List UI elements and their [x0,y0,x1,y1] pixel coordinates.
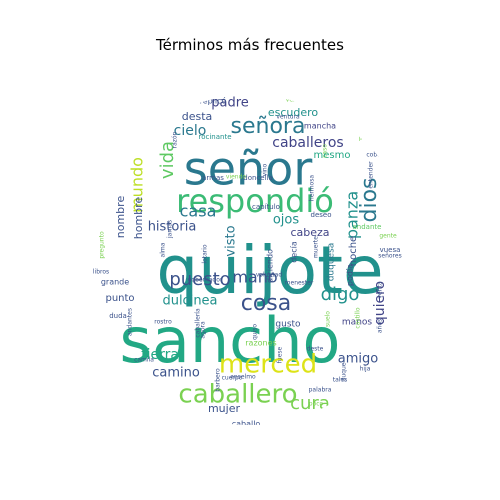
word-34: mesmo [314,150,351,161]
word-38: gusto [275,320,301,330]
word-6: señora [231,114,306,139]
word-16: cura [290,393,330,414]
word-82: fuese [277,346,284,363]
word-33: escudero [268,106,319,119]
word-5: caballero [178,380,297,410]
word-55: libros [93,269,109,276]
word-76: rostro [154,319,172,326]
word-73: años [377,319,384,333]
word-37: manos [342,318,372,328]
word-18: caballeros [272,135,343,151]
word-66: viendo [226,174,247,181]
word-94: duque [341,362,348,381]
word-67: quiso [252,324,259,340]
word-3: respondió [176,182,334,220]
word-21: tierra [141,347,179,363]
word-44: decía [290,241,299,263]
word-58: menester [285,280,314,287]
word-4: merced [219,350,317,380]
word-48: mancha [304,122,336,131]
word-47: rocinante [198,133,231,141]
word-9: vida [157,141,178,179]
word-74: deste [307,346,324,353]
word-10: mundo [128,157,147,213]
word-46: replicó [200,96,227,106]
word-1: sancho [120,304,341,377]
word-39: duquesa [327,243,337,282]
word-32: desta [182,110,213,123]
word-30: mujer [208,402,241,415]
word-83: palabra [309,387,332,394]
word-13: digo [321,284,360,305]
word-78: alma [160,242,167,257]
word-53: deseo [311,211,332,219]
word-23: historia [148,220,197,235]
word-11: puesto [169,269,230,290]
word-89: andantes [127,308,134,336]
word-61: gente [379,233,397,240]
word-22: amigo [338,352,378,367]
word-36: noche [348,236,359,266]
word-29: hombre [132,197,145,240]
word-7: dios [357,178,382,223]
word-28: nombre [114,196,127,239]
word-72: hija [360,366,371,373]
word-19: cielo [174,123,207,139]
word-41: caballo [232,420,261,429]
word-88: pregunto [99,231,106,259]
word-8: cosa [241,291,292,316]
word-50: armas [202,174,224,182]
word-24: dulcinea [162,294,217,309]
word-84: suelo [325,311,332,327]
word-15: casa [180,202,217,221]
word-25: camino [152,366,200,381]
word-69: anselmo [230,374,256,381]
word-91: venta [377,281,384,298]
word-64: venía [286,97,303,104]
word-45: diciendo [266,249,275,283]
word-27: ojos [273,213,300,228]
word-0: quijote [156,232,383,309]
word-80: lotario [202,244,209,264]
figure-title: Términos más frecuentes [156,36,344,54]
word-77: agora [200,321,207,339]
word-96: caso [322,144,329,158]
word-40: podía [346,264,355,286]
word-51: doncella [243,174,273,182]
word-60: señores [378,253,401,260]
word-85: castillo [355,307,362,328]
word-26: visto [224,225,239,256]
word-86: hermosa [309,175,316,201]
word-59: vuesa [380,246,401,254]
word-12: panza [343,191,362,239]
word-2: señor [184,142,313,196]
word-65: razón [172,131,179,148]
word-93: poco [309,401,324,408]
word-49: andante [353,223,382,231]
word-90: caballería [195,308,202,338]
word-68: barbero [215,368,222,392]
word-17: quiero [372,281,388,325]
word-56: voluntad [256,272,283,279]
word-92: pies [359,135,371,142]
word-57: gobernador [188,277,223,284]
word-63: ventura [276,114,300,121]
word-31: cabeza [290,226,329,239]
word-14: mano [232,268,277,287]
word-75: camila [134,357,154,364]
word-35: punto [105,293,134,304]
word-52: capítulo [252,203,280,211]
word-79: jamás [167,220,174,239]
word-87: entender [368,161,375,189]
word-81: muerte [313,236,320,258]
word-70: cuerpo [222,375,243,382]
word-71: tales [333,377,348,384]
word-42: grande [101,278,129,287]
word-43: razones [245,339,276,348]
word-95: vino [262,163,269,176]
word-54: duda [109,312,127,320]
word-20: padre [211,96,249,111]
word-62: coboso [366,152,388,159]
